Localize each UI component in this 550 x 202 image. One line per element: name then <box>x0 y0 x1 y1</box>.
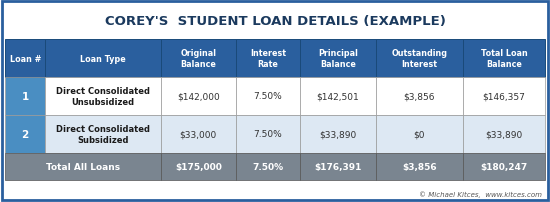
Text: $180,247: $180,247 <box>480 162 527 171</box>
Bar <box>161 115 236 153</box>
Text: Original
Balance: Original Balance <box>180 48 216 69</box>
Text: Total All Loans: Total All Loans <box>46 162 120 171</box>
Text: Loan Type: Loan Type <box>80 54 126 63</box>
Text: COREY'S  STUDENT LOAN DETAILS (EXAMPLE): COREY'S STUDENT LOAN DETAILS (EXAMPLE) <box>104 14 446 27</box>
Text: $146,357: $146,357 <box>482 92 525 101</box>
Bar <box>161 153 236 180</box>
Bar <box>5 153 161 180</box>
Text: $0: $0 <box>414 130 425 139</box>
Text: Total Loan
Balance: Total Loan Balance <box>481 48 527 69</box>
Bar <box>463 40 545 78</box>
Bar <box>300 153 376 180</box>
Bar <box>5 115 46 153</box>
Bar <box>236 40 300 78</box>
Bar <box>376 40 463 78</box>
Bar <box>376 115 463 153</box>
Text: 1: 1 <box>21 92 29 101</box>
Bar <box>376 78 463 115</box>
Bar <box>463 78 545 115</box>
Text: Direct Consolidated
Unsubsidized: Direct Consolidated Unsubsidized <box>56 86 150 107</box>
Text: Loan #: Loan # <box>9 54 41 63</box>
Text: 7.50%: 7.50% <box>254 92 283 101</box>
Bar <box>46 115 161 153</box>
Bar <box>161 78 236 115</box>
Bar <box>376 153 463 180</box>
Text: $142,000: $142,000 <box>177 92 219 101</box>
Text: 7.50%: 7.50% <box>254 130 283 139</box>
Bar <box>46 40 161 78</box>
Text: $142,501: $142,501 <box>316 92 359 101</box>
Bar <box>5 78 46 115</box>
Bar <box>236 78 300 115</box>
Bar <box>300 40 376 78</box>
Text: Outstanding
Interest: Outstanding Interest <box>391 48 447 69</box>
Text: 2: 2 <box>21 129 29 139</box>
Bar <box>236 115 300 153</box>
Bar <box>463 115 545 153</box>
Text: 7.50%: 7.50% <box>252 162 284 171</box>
Bar <box>161 40 236 78</box>
Text: $176,391: $176,391 <box>314 162 361 171</box>
Text: © Michael Kitces,  www.kitces.com: © Michael Kitces, www.kitces.com <box>419 190 542 197</box>
Text: $175,000: $175,000 <box>175 162 222 171</box>
Bar <box>300 78 376 115</box>
Text: $3,856: $3,856 <box>404 92 435 101</box>
Bar <box>46 78 161 115</box>
Text: Direct Consolidated
Subsidized: Direct Consolidated Subsidized <box>56 124 150 144</box>
Text: Principal
Balance: Principal Balance <box>318 48 358 69</box>
Bar <box>236 153 300 180</box>
Bar <box>463 153 545 180</box>
Text: $3,856: $3,856 <box>402 162 437 171</box>
Text: $33,890: $33,890 <box>485 130 522 139</box>
Bar <box>5 40 46 78</box>
Bar <box>300 115 376 153</box>
Text: $33,000: $33,000 <box>180 130 217 139</box>
Text: $33,890: $33,890 <box>319 130 356 139</box>
Text: Interest
Rate: Interest Rate <box>250 48 286 69</box>
